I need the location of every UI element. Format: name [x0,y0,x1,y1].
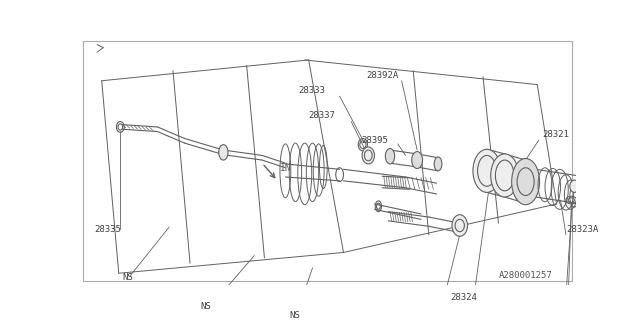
Ellipse shape [473,149,501,192]
Text: 28337: 28337 [308,111,335,120]
Text: NS: NS [200,302,211,311]
Ellipse shape [570,180,579,192]
Text: 28324: 28324 [451,293,477,302]
Ellipse shape [452,215,467,236]
Ellipse shape [219,145,228,160]
Text: 28395: 28395 [362,136,388,145]
Ellipse shape [412,152,422,169]
Text: 28392A: 28392A [367,71,399,80]
Ellipse shape [434,157,442,171]
Ellipse shape [511,158,540,205]
Text: NS: NS [289,311,300,320]
Text: A280001257: A280001257 [499,271,552,280]
Text: 28335: 28335 [94,225,121,234]
Text: IN: IN [280,163,292,173]
Text: NS: NS [123,273,133,282]
Text: 28321: 28321 [542,130,569,139]
Text: 28323A: 28323A [566,225,599,234]
Ellipse shape [385,148,395,164]
Ellipse shape [491,154,518,197]
Ellipse shape [362,147,374,164]
Text: 28333: 28333 [298,86,325,95]
